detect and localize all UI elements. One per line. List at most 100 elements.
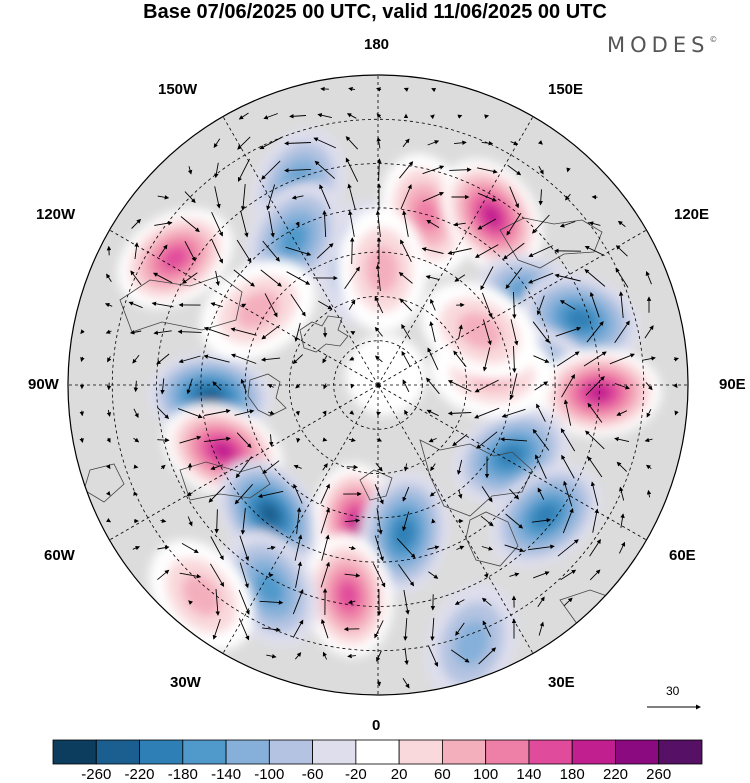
wind-vector bbox=[399, 298, 413, 312]
wind-vector bbox=[478, 647, 497, 665]
wind-vector bbox=[620, 513, 625, 528]
wind-vector bbox=[214, 509, 219, 534]
wind-vector bbox=[79, 410, 85, 417]
anomaly-contour bbox=[259, 503, 280, 525]
wind-vector bbox=[500, 437, 528, 442]
wind-vector bbox=[347, 599, 356, 605]
wind-vector bbox=[349, 237, 355, 265]
wind-vector bbox=[105, 329, 112, 334]
wind-vector bbox=[344, 518, 361, 523]
wind-vector bbox=[295, 561, 303, 588]
wind-vector bbox=[238, 589, 250, 615]
wind-vector bbox=[154, 220, 173, 226]
colorbar-tick-label: 100 bbox=[473, 766, 499, 783]
wind-vector bbox=[262, 460, 280, 474]
wind-vector bbox=[132, 354, 140, 364]
latitude-circle bbox=[156, 163, 600, 607]
wind-vector bbox=[234, 409, 255, 416]
wind-vector bbox=[429, 321, 436, 343]
wind-vector bbox=[181, 272, 198, 284]
wind-vector bbox=[536, 295, 545, 316]
wind-vector bbox=[345, 157, 359, 182]
wind-vector bbox=[261, 324, 281, 340]
wind-vector bbox=[291, 195, 304, 200]
wind-vector bbox=[257, 490, 284, 499]
wind-vector bbox=[673, 383, 678, 389]
wind-vector bbox=[555, 326, 582, 337]
wind-vector bbox=[284, 168, 312, 173]
wind-vector bbox=[376, 87, 382, 92]
wind-vector bbox=[614, 320, 630, 344]
wind-vector bbox=[157, 569, 170, 581]
meridian-line bbox=[377, 384, 647, 541]
wind-vector bbox=[587, 402, 603, 423]
meridian-line bbox=[377, 384, 534, 654]
wind-vector bbox=[204, 436, 231, 443]
wind-vector bbox=[261, 160, 281, 180]
wind-vector bbox=[402, 486, 410, 502]
colorbar-tick-label: 260 bbox=[646, 766, 672, 783]
wind-vector bbox=[294, 322, 301, 342]
wind-vector bbox=[322, 437, 328, 442]
wind-vector bbox=[374, 355, 383, 363]
wind-vector bbox=[403, 617, 408, 641]
wind-vector bbox=[474, 379, 499, 393]
colorbar-swatch bbox=[268, 739, 313, 765]
wind-vector bbox=[557, 539, 579, 557]
wind-vector bbox=[402, 138, 410, 148]
wind-vector bbox=[237, 158, 251, 182]
wind-vector bbox=[646, 408, 652, 418]
wind-vector bbox=[215, 270, 220, 286]
wind-vector bbox=[157, 545, 170, 550]
wind-vector bbox=[374, 326, 383, 337]
wind-vector bbox=[266, 654, 277, 659]
anomaly-contour bbox=[181, 574, 222, 617]
wind-vector bbox=[240, 184, 246, 211]
wind-vector bbox=[106, 409, 112, 417]
wind-vector bbox=[566, 167, 571, 173]
wind-vector bbox=[504, 544, 525, 553]
wind-vector bbox=[403, 590, 410, 615]
colorbar-swatch bbox=[441, 739, 487, 765]
wind-vector bbox=[531, 214, 550, 234]
lon-label-60e: 60E bbox=[669, 547, 696, 564]
wind-vector bbox=[345, 136, 359, 150]
wind-vector bbox=[477, 192, 497, 202]
colorbar-tick-label: 60 bbox=[434, 766, 451, 783]
wind-vector bbox=[426, 377, 440, 395]
wind-vector bbox=[187, 516, 193, 527]
wind-vector bbox=[294, 652, 302, 660]
copyright-mark: © bbox=[709, 35, 718, 44]
lon-label-120w: 120W bbox=[36, 206, 76, 223]
wind-vector bbox=[398, 272, 413, 284]
wind-vector bbox=[642, 356, 656, 361]
meridian-line bbox=[377, 229, 647, 386]
wind-vector bbox=[509, 186, 520, 209]
wind-vector bbox=[614, 383, 630, 390]
wind-vector bbox=[453, 222, 466, 227]
wind-vector bbox=[644, 437, 653, 443]
wind-vector bbox=[510, 319, 519, 346]
wind-vector bbox=[430, 298, 436, 311]
wind-vector bbox=[187, 166, 193, 175]
wind-vector bbox=[528, 544, 555, 551]
wind-vector bbox=[131, 218, 142, 229]
wind-vector bbox=[295, 410, 300, 416]
wind-vector bbox=[584, 245, 605, 257]
wind-vector bbox=[403, 463, 409, 472]
colorbar-swatch bbox=[355, 739, 400, 765]
wind-vector bbox=[322, 651, 328, 660]
colorbar-tick-label: -140 bbox=[211, 766, 242, 783]
brand-logo: MODES© bbox=[607, 33, 717, 57]
wind-vector bbox=[178, 355, 201, 364]
wind-vector bbox=[402, 678, 410, 689]
wind-vector bbox=[295, 383, 301, 389]
wind-vector bbox=[454, 140, 467, 146]
wind-vector bbox=[213, 138, 221, 149]
wind-vector bbox=[645, 464, 652, 470]
wind-vector bbox=[376, 680, 382, 687]
wind-vector bbox=[320, 618, 329, 639]
lon-label-90e: 90E bbox=[719, 376, 746, 393]
wind-vector bbox=[316, 243, 334, 259]
wind-vector bbox=[240, 378, 247, 393]
